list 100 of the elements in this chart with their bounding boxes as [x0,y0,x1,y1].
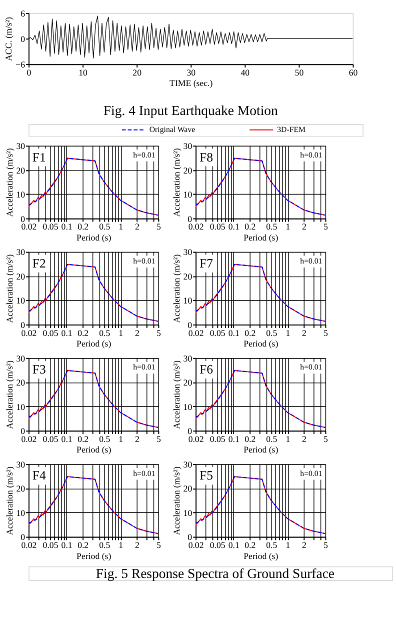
x-tick-label: 0.05 [210,434,226,444]
x-tick-label: 0.5 [266,434,278,444]
x-tick-label: 0.2 [244,540,256,550]
x-tick-label: 0.05 [42,328,59,338]
x-tick-label: 5 [324,222,329,232]
x-tick-label: 2 [134,434,140,444]
y-tick-label: 20 [16,378,26,388]
x-axis-title: Period (s) [76,550,112,561]
x-tick-label: 0.2 [78,222,89,232]
x-tick-label: 1 [286,540,290,550]
y-tick-label: 10 [16,296,26,306]
x-tick-label: 0.1 [228,222,240,232]
y-tick-label: 0 [20,426,26,436]
y-tick-label: 0 [20,320,26,330]
annotation: F1 [32,150,46,164]
y-tick-label: 0 [188,532,193,542]
x-tick-label: 5 [324,328,329,338]
x-tick-label: 0.02 [188,328,204,338]
y-axis-title: Acceleration (m/s²) [4,254,14,323]
x-tick-label: 2 [302,540,306,550]
x-tick-label: 60 [348,67,358,78]
x-axis-title: Period (s) [76,444,112,455]
annotation: h=0.01 [133,256,156,266]
x-tick-label: 5 [156,434,162,444]
x-tick-label: 1 [118,328,124,338]
annotation: h=0.01 [300,150,322,160]
y-tick-label: 0 [188,214,193,224]
x-tick-label: 5 [324,540,329,550]
y-tick-label: −6 [16,60,26,70]
x-tick-label: 0.02 [188,222,204,232]
x-tick-label: 0.1 [61,222,72,232]
x-tick-label: 0.02 [188,540,204,550]
x-tick-label: 5 [324,434,329,444]
y-tick-label: 20 [183,165,193,176]
x-tick-label: 0.1 [228,540,240,550]
x-tick-label: 50 [294,67,304,78]
annotation: F4 [32,468,47,483]
x-axis-title: Period (s) [244,338,278,349]
x-tick-label: 0.1 [61,328,72,338]
y-tick-label: 30 [16,247,26,258]
x-tick-label: 0.5 [99,222,111,232]
y-axis-title: Acceleration (m/s²) [4,360,14,430]
x-tick-label: 0.5 [266,328,278,338]
x-tick-label: 0.05 [42,434,59,444]
x-tick-label: 0.02 [21,328,37,338]
x-tick-label: 40 [240,67,250,78]
annotation: F5 [199,468,213,483]
x-tick-label: 0.05 [42,540,59,550]
x-tick-label: 0.02 [21,540,37,550]
annotation: F6 [199,362,213,377]
y-axis-title: Acceleration (m/s²) [171,466,182,536]
y-tick-label: 10 [16,190,26,200]
x-tick-label: 0.5 [99,434,111,444]
x-axis-title: Period (s) [244,550,278,561]
x-tick-label: 0.05 [210,328,226,338]
x-tick-label: 0.02 [21,434,37,444]
y-tick-label: 0 [20,532,26,542]
x-tick-label: 20 [132,67,142,78]
y-tick-label: 30 [183,353,193,364]
y-tick-label: 10 [183,402,193,412]
x-tick-label: 0.05 [210,222,226,232]
x-tick-label: 0.2 [244,222,256,232]
annotation: h=0.01 [300,468,322,478]
x-tick-label: 5 [156,328,162,338]
x-tick-label: 5 [156,222,162,232]
x-tick-label: 10 [78,67,88,78]
y-axis-title: Acceleration (m/s²) [171,254,182,323]
y-tick-label: 30 [183,141,193,152]
x-tick-label: 1 [118,222,124,232]
x-tick-label: 0.2 [78,328,89,338]
annotation: F8 [199,150,213,164]
x-tick-label: 0.1 [61,434,72,444]
x-tick-label: 1 [118,540,124,550]
x-tick-label: 2 [134,222,140,232]
x-tick-label: 1 [286,434,290,444]
y-tick-label: 10 [183,190,193,200]
y-tick-label: 6 [20,8,26,18]
y-tick-label: 20 [16,271,26,282]
y-axis-title: Acceleration (m/s²) [171,360,182,430]
annotation: h=0.01 [133,468,156,478]
x-tick-label: 0.05 [210,540,226,550]
y-tick-label: 0 [188,426,193,436]
y-tick-label: 20 [183,484,193,494]
caption: Fig. 4 Input Earthquake Motion [103,103,278,118]
x-tick-label: 1 [118,434,124,444]
y-tick-label: 10 [183,508,193,518]
x-axis-title: Period (s) [244,232,278,242]
y-tick-label: 20 [16,165,26,176]
y-axis-title: Acceleration (m/s²) [4,466,14,536]
x-tick-label: 0.2 [244,434,256,444]
x-axis-title: Period (s) [244,444,278,455]
x-tick-label: 0.2 [78,434,89,444]
annotation: h=0.01 [300,256,322,266]
x-tick-label: 2 [134,328,140,338]
x-tick-label: 0.1 [228,434,240,444]
caption: Fig. 5 Response Spectra of Ground Surface [96,566,335,581]
x-tick-label: 2 [302,222,306,232]
y-tick-label: 0 [20,214,26,224]
y-tick-label: 30 [16,353,26,364]
legend-label: 3D-FEM [277,124,306,134]
